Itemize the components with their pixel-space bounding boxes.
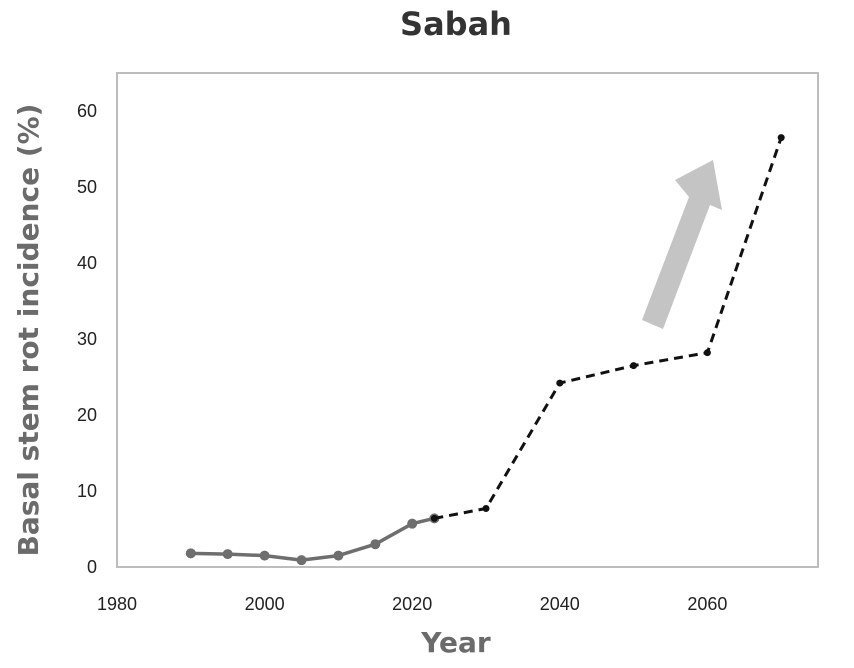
trend-arrow-annotation [642, 160, 722, 329]
data-point [370, 539, 381, 550]
x-tick-label: 2000 [245, 594, 285, 614]
data-point [222, 549, 233, 560]
data-point [482, 504, 490, 512]
series-line-dashed [434, 137, 783, 520]
x-tick-label: 2020 [392, 594, 432, 614]
chart-title: Sabah [400, 5, 512, 43]
x-tick-label: 2060 [687, 594, 727, 614]
data-point [333, 550, 344, 561]
y-tick-label: 10 [77, 481, 97, 501]
data-point [703, 349, 711, 357]
data-point [430, 514, 438, 522]
x-axis-ticks: 1980 2000 2020 2040 2060 [97, 594, 727, 614]
data-point [630, 362, 638, 370]
data-point [185, 548, 196, 559]
data-point [556, 379, 564, 387]
data-point [777, 134, 785, 142]
data-point [259, 550, 270, 561]
data-point [296, 555, 307, 566]
y-tick-label: 60 [77, 101, 97, 121]
y-tick-label: 40 [77, 253, 97, 273]
y-tick-label: 0 [87, 557, 97, 577]
x-tick-label: 2040 [540, 594, 580, 614]
trend-arrow-icon [642, 160, 722, 329]
x-tick-label: 1980 [97, 594, 137, 614]
series-layer [185, 134, 785, 566]
y-tick-label: 30 [77, 329, 97, 349]
series-line-solid [190, 516, 435, 562]
plot-area-frame [116, 72, 819, 568]
y-tick-label: 50 [77, 177, 97, 197]
y-axis-label: Basal stem rot incidence (%) [12, 104, 45, 557]
y-tick-label: 20 [77, 405, 97, 425]
y-axis-ticks: 0 10 20 30 40 50 60 [77, 101, 97, 577]
x-axis-label: Year [420, 626, 491, 659]
data-point [407, 518, 418, 529]
